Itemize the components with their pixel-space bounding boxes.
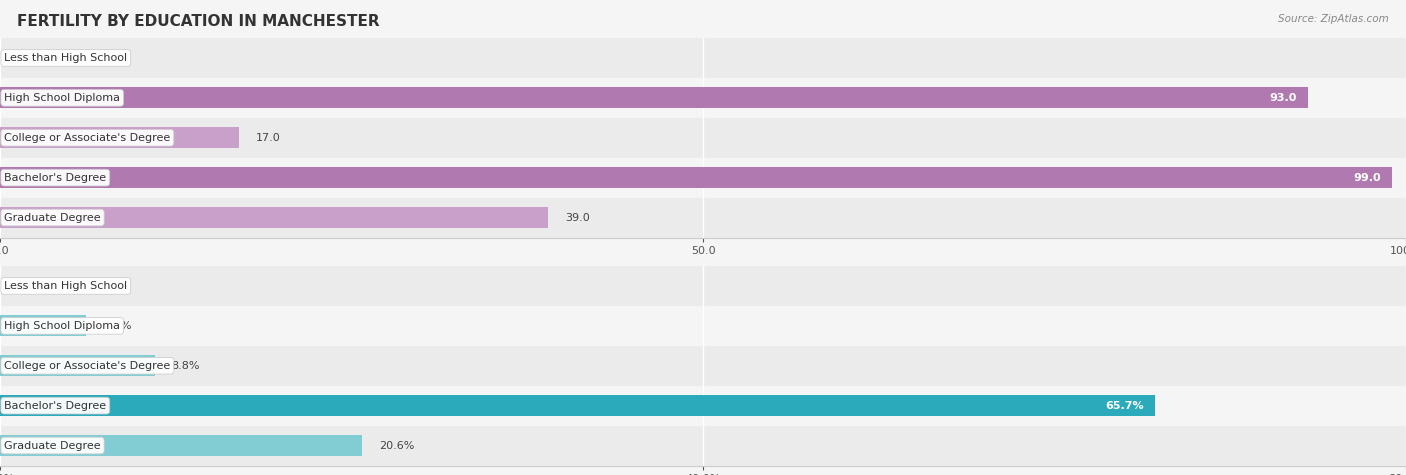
Text: Less than High School: Less than High School (4, 281, 128, 291)
Bar (0, 38, 1406, 78)
Bar (0, 386, 1406, 426)
Bar (0, 426, 1406, 466)
Bar (0, 158, 1406, 198)
Bar (0, 127, 239, 148)
Text: 93.0: 93.0 (1270, 93, 1296, 103)
Text: College or Associate's Degree: College or Associate's Degree (4, 361, 170, 371)
Bar (0, 207, 548, 228)
Bar (0, 167, 1392, 188)
Text: Source: ZipAtlas.com: Source: ZipAtlas.com (1278, 14, 1389, 24)
Text: 39.0: 39.0 (565, 212, 591, 223)
Bar (0, 346, 1406, 386)
Text: 20.6%: 20.6% (380, 440, 415, 451)
Text: High School Diploma: High School Diploma (4, 93, 121, 103)
Bar (0, 355, 155, 376)
Bar (0, 87, 1308, 108)
Text: 4.9%: 4.9% (103, 321, 132, 331)
Text: 0.0%: 0.0% (17, 281, 45, 291)
Bar (0, 315, 86, 336)
Text: 0.0: 0.0 (17, 53, 35, 63)
Bar (0, 395, 1154, 416)
Text: High School Diploma: High School Diploma (4, 321, 121, 331)
Text: College or Associate's Degree: College or Associate's Degree (4, 133, 170, 143)
Text: 99.0: 99.0 (1353, 172, 1381, 183)
Text: 65.7%: 65.7% (1105, 400, 1143, 411)
Text: Graduate Degree: Graduate Degree (4, 440, 101, 451)
Bar (0, 118, 1406, 158)
Bar (0, 306, 1406, 346)
Text: 17.0: 17.0 (256, 133, 281, 143)
Text: Bachelor's Degree: Bachelor's Degree (4, 400, 107, 411)
Bar (0, 266, 1406, 306)
Text: Bachelor's Degree: Bachelor's Degree (4, 172, 107, 183)
Text: Less than High School: Less than High School (4, 53, 128, 63)
Bar (0, 435, 363, 456)
Text: 8.8%: 8.8% (172, 361, 200, 371)
Text: Graduate Degree: Graduate Degree (4, 212, 101, 223)
Bar (0, 198, 1406, 238)
Bar (0, 78, 1406, 118)
Text: FERTILITY BY EDUCATION IN MANCHESTER: FERTILITY BY EDUCATION IN MANCHESTER (17, 14, 380, 29)
